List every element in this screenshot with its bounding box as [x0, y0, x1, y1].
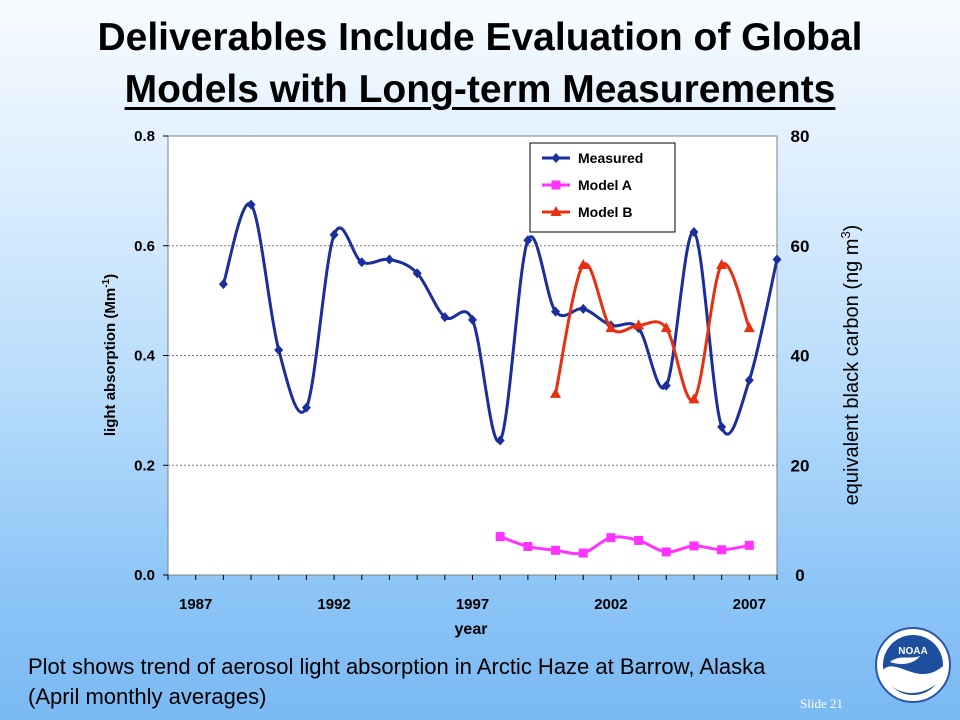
series-group: [218, 199, 782, 558]
x-axis-label: year: [455, 621, 488, 638]
caption: Plot shows trend of aerosol light absorp…: [28, 652, 868, 712]
y-axis-label-end: ): [102, 274, 119, 279]
legend-label-measured: Measured: [578, 150, 643, 166]
logo-text: NOAA: [898, 646, 927, 657]
y2-axis-label-end: ): [841, 225, 863, 232]
data-point-measured: [468, 314, 477, 325]
y2-tick-label: 40: [791, 347, 810, 366]
y-axis-label-text: light absorption (Mm: [102, 288, 119, 436]
legend-label-model-a: Model A: [578, 177, 632, 193]
data-point-model-a: [689, 541, 699, 551]
data-point-model-a: [661, 547, 671, 557]
data-point-measured: [495, 435, 505, 446]
data-point-measured: [412, 268, 422, 279]
x-tick-label: 1992: [317, 596, 350, 613]
data-point-model-a: [744, 540, 754, 550]
data-point-model-a: [606, 533, 616, 543]
data-point-model-a: [717, 545, 727, 555]
legend: Measured Model A Model B: [529, 142, 676, 233]
y2-tick-label: 0: [795, 566, 804, 585]
data-point-measured: [274, 345, 284, 356]
x-tick-label: 1987: [179, 596, 212, 613]
data-point-measured: [329, 229, 339, 240]
y2-tick-label: 60: [791, 237, 810, 256]
data-point-model-b: [743, 322, 755, 333]
y2-tick-label: 80: [791, 127, 810, 146]
data-point-measured: [523, 235, 533, 246]
x-tick-label: 2007: [733, 596, 766, 613]
data-point-measured: [661, 380, 671, 391]
caption-line1: Plot shows trend of aerosol light absorp…: [28, 654, 766, 679]
y2-axis-label: equivalent black carbon (ng m3): [838, 225, 863, 506]
data-point-model-a: [551, 545, 561, 555]
y-axis-label: light absorption (Mm-1): [101, 274, 119, 436]
data-point-model-b: [688, 393, 700, 404]
y-tick-label: 0.6: [134, 238, 155, 255]
noaa-logo: NOAA: [875, 627, 951, 703]
y2-axis-label-sup: 3: [838, 231, 853, 238]
data-point-measured: [551, 306, 561, 317]
y2-axis-label-text: equivalent black carbon (ng m: [841, 239, 863, 506]
data-point-model-b: [550, 387, 562, 398]
data-point-model-a: [495, 532, 505, 542]
data-point-measured: [440, 312, 450, 323]
data-point-model-b: [716, 258, 728, 269]
legend-label-model-b: Model B: [578, 204, 632, 220]
slide-number: Slide 21: [800, 696, 843, 711]
data-point-measured: [744, 375, 754, 386]
data-point-measured: [384, 254, 394, 265]
data-point-measured: [246, 199, 256, 210]
data-point-measured: [218, 279, 228, 290]
legend-marker-measured: [551, 153, 561, 163]
data-point-model-b: [633, 319, 645, 330]
data-point-model-a: [578, 548, 588, 558]
y-tick-label: 0.4: [134, 348, 156, 365]
data-point-measured: [689, 227, 699, 238]
grid-lines: [168, 245, 777, 466]
data-point-model-a: [523, 541, 533, 551]
series-line-model-a: [499, 535, 750, 556]
slide-title-line1: Deliverables Include Evaluation of Globa…: [97, 16, 863, 59]
data-point-measured: [301, 402, 311, 413]
legend-marker-model-b: [550, 206, 562, 216]
y-tick-label: 0.0: [134, 567, 155, 584]
data-point-model-b: [660, 322, 672, 333]
caption-line2: (April monthly averages): [28, 684, 267, 709]
slide-title-line2: Models with Long-term Measurements: [124, 68, 836, 111]
x-tick-label: 2002: [594, 596, 627, 613]
data-point-measured: [772, 254, 782, 265]
data-point-model-b: [605, 322, 617, 333]
data-point-model-a: [634, 535, 644, 545]
data-point-measured: [578, 303, 588, 314]
axes: 0.0 0.2 0.4 0.6 0.8 0 20 40 60 80 1987 1992 1997 2002…: [134, 127, 809, 613]
y-tick-label: 0.2: [134, 457, 155, 474]
legend-marker-model-a: [551, 180, 561, 190]
y-axis-label-sup: -1: [101, 278, 112, 287]
data-point-model-b: [577, 258, 589, 269]
data-point-measured: [357, 257, 367, 268]
y2-tick-label: 20: [791, 456, 810, 475]
x-tick-label: 1997: [456, 596, 489, 613]
data-point-measured: [717, 421, 727, 432]
y-tick-label: 0.8: [134, 128, 155, 145]
